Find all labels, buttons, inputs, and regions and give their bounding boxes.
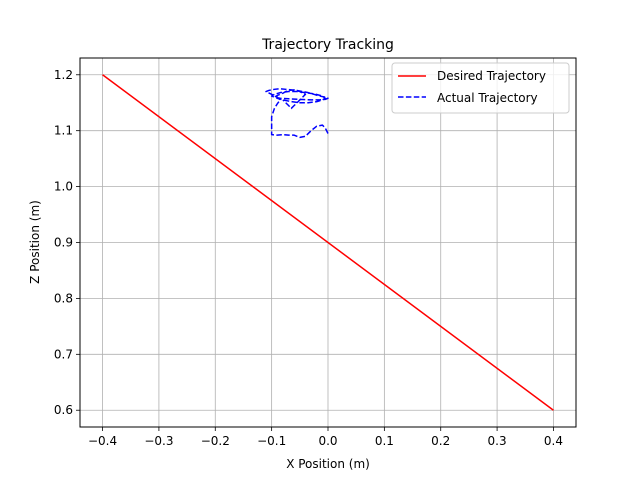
grid xyxy=(80,58,576,427)
ticks: −0.4 −0.3 −0.2 −0.1 0.0 0.1 0.2 0.3 0.4 0.6 0.7 0.8… xyxy=(54,68,563,448)
y-tick-label: 0.9 xyxy=(54,236,73,250)
x-tick-label: 0.0 xyxy=(318,434,337,448)
y-tick-label: 1.2 xyxy=(54,68,73,82)
x-tick-label: 0.2 xyxy=(431,434,450,448)
x-tick-label: −0.1 xyxy=(257,434,286,448)
y-tick-label: 1.0 xyxy=(54,180,73,194)
legend-label-actual: Actual Trajectory xyxy=(437,91,538,105)
chart-title: Trajectory Tracking xyxy=(261,37,394,53)
y-tick-label: 1.1 xyxy=(54,124,73,138)
legend-label-desired: Desired Trajectory xyxy=(437,69,546,83)
legend: Desired Trajectory Actual Trajectory xyxy=(391,62,570,114)
y-tick-label: 0.6 xyxy=(54,403,73,417)
actual-trajectory-line xyxy=(265,88,329,139)
y-axis-label: Z Position (m) xyxy=(28,200,42,284)
x-tick-label: −0.3 xyxy=(144,434,173,448)
x-tick-label: 0.3 xyxy=(488,434,507,448)
y-tick-label: 0.7 xyxy=(54,347,73,361)
x-tick-label: 0.4 xyxy=(544,434,563,448)
desired-trajectory-line xyxy=(102,74,554,411)
series-layer xyxy=(102,74,554,411)
x-axis-label: X Position (m) xyxy=(286,457,370,471)
x-tick-label: 0.1 xyxy=(375,434,394,448)
legend-box xyxy=(391,62,570,114)
x-tick-label: −0.2 xyxy=(201,434,230,448)
y-tick-label: 0.8 xyxy=(54,291,73,305)
x-tick-label: −0.4 xyxy=(88,434,117,448)
